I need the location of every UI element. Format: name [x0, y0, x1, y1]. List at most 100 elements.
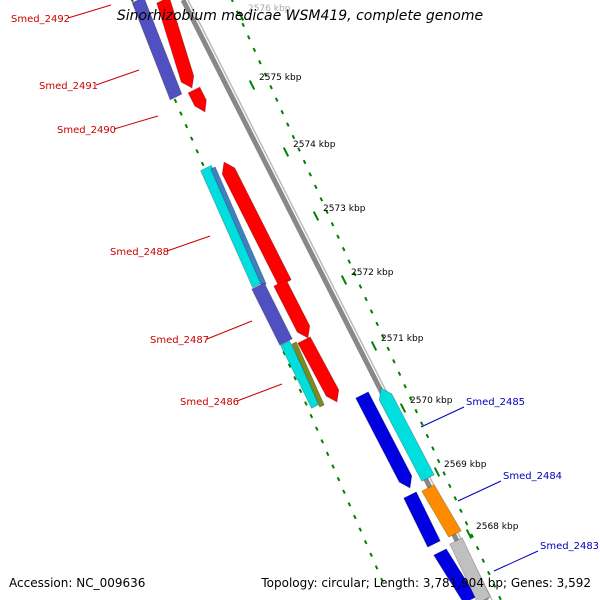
scale-tick-label: 2574 kbp	[293, 140, 336, 150]
guide-dot-outer	[235, 10, 240, 15]
guide-dot-outer	[459, 508, 463, 514]
cds-feature-block	[273, 279, 311, 339]
guide-dot-inner	[336, 476, 341, 482]
cog-feature-block	[449, 537, 491, 600]
guide-dot-outer	[364, 296, 368, 302]
guide-dot-outer	[319, 197, 324, 202]
gene-label-connector	[166, 235, 211, 252]
guide-dot-inner	[369, 552, 373, 558]
gene-label: Smed_2490	[57, 125, 116, 136]
gene-label: Smed_2485	[466, 397, 525, 408]
guide-dot-outer	[397, 371, 402, 376]
cds-feature-block	[156, 0, 195, 89]
gene-label-connector	[457, 480, 502, 502]
guide-dot-outer	[341, 246, 346, 252]
guide-dot-inner	[287, 363, 292, 368]
guide-dot-inner	[325, 451, 330, 457]
guide-dot-inner	[314, 426, 319, 431]
cog-feature-block	[251, 282, 293, 346]
cog-feature-block	[210, 166, 267, 287]
guide-dot-outer	[492, 583, 497, 588]
guide-dot-inner	[173, 98, 178, 104]
guide-dot-outer	[369, 309, 374, 314]
guide-dot-outer	[442, 471, 446, 476]
guide-dot-outer	[498, 595, 502, 600]
gene-label-connector	[206, 320, 253, 340]
guide-dot-outer	[263, 72, 268, 77]
guide-dot-inner	[184, 123, 189, 129]
guide-dot-outer	[392, 359, 396, 364]
scale-tick-mark	[433, 467, 441, 477]
guide-dot-outer	[425, 433, 430, 439]
scale-tick-mark	[282, 147, 290, 157]
guide-dot-outer	[470, 533, 474, 538]
guide-dot-outer	[313, 184, 318, 190]
genome-summary-text: Topology: circular; Length: 3,781,904 bp…	[261, 576, 591, 590]
scale-tick-mark	[399, 403, 407, 413]
guide-dot-outer	[487, 570, 491, 576]
scale-tick-label: 2569 kbp	[444, 460, 487, 470]
guide-dot-outer	[347, 259, 352, 264]
guide-dot-outer	[420, 421, 424, 426]
gene-label-connector	[113, 115, 159, 130]
gene-label: Smed_2488	[110, 247, 169, 258]
guide-dot-inner	[380, 577, 384, 583]
gene-label: Smed_2492	[11, 14, 70, 25]
guide-dot-inner	[358, 527, 363, 532]
scale-tick-label: 2575 kbp	[259, 73, 302, 83]
scale-tick-mark	[237, 11, 245, 21]
guide-dot-outer	[336, 234, 340, 239]
guide-dot-inner	[331, 464, 335, 469]
guide-dot-inner	[179, 111, 183, 116]
gene-label: Smed_2491	[39, 81, 98, 92]
guide-dot-outer	[408, 396, 413, 401]
guide-dot-outer	[475, 545, 480, 551]
scale-tick-mark	[465, 529, 473, 539]
cog-feature-block	[378, 387, 435, 482]
guide-dot-inner	[130, 0, 134, 3]
scale-tick-mark	[312, 211, 320, 221]
guide-dot-inner	[309, 413, 314, 419]
cds-feature-block	[297, 336, 340, 403]
guide-dot-inner	[200, 161, 205, 167]
guide-dot-outer	[414, 408, 419, 414]
guide-dot-outer	[375, 321, 379, 327]
guide-dot-outer	[274, 97, 279, 102]
cog-feature-block	[131, 0, 183, 101]
scale-tick-label: 2572 kbp	[351, 268, 394, 278]
guide-dot-inner	[320, 439, 325, 444]
cds-feature-block	[355, 391, 413, 489]
guide-dot-outer	[246, 35, 251, 40]
gene-label: Smed_2486	[180, 397, 239, 408]
scale-tick-label: 2576 kbp	[248, 4, 291, 14]
guide-dot-outer	[464, 521, 469, 526]
guide-dot-outer	[403, 383, 407, 389]
guide-dot-inner	[342, 489, 346, 494]
guide-dot-outer	[291, 134, 296, 140]
gene-label: Smed_2487	[150, 335, 209, 346]
guide-dot-outer	[353, 271, 357, 277]
guide-dot-outer	[297, 147, 301, 152]
gene-labels: Smed_2492 Smed_2491 Smed_2490 Smed_2488 Smed…	[11, 4, 599, 572]
scale-tick-label: 2568 kbp	[476, 522, 519, 532]
guide-dot-inner	[293, 376, 297, 381]
guide-dot-outer	[386, 346, 391, 352]
guide-dot-outer	[447, 483, 452, 489]
guide-dot-inner	[195, 149, 200, 154]
guide-dot-outer	[436, 458, 441, 464]
guide-dot-inner	[298, 388, 303, 394]
guide-dot-outer	[481, 558, 486, 563]
cog-feature-block	[421, 484, 462, 538]
guide-dot-inner	[363, 539, 368, 545]
guide-dot-outer	[358, 284, 363, 289]
guide-dot-outer	[269, 84, 273, 90]
scale-tick-label: 2573 kbp	[323, 204, 366, 214]
accession-text: Accession: NC_009636	[9, 576, 146, 590]
gene-label-connector	[95, 69, 140, 86]
guide-dot-outer	[308, 172, 312, 177]
scale-tick-label: 2571 kbp	[381, 334, 424, 344]
guide-dot-inner	[304, 401, 308, 406]
gene-label-connector	[493, 550, 539, 572]
guide-dot-outer	[230, 0, 234, 3]
